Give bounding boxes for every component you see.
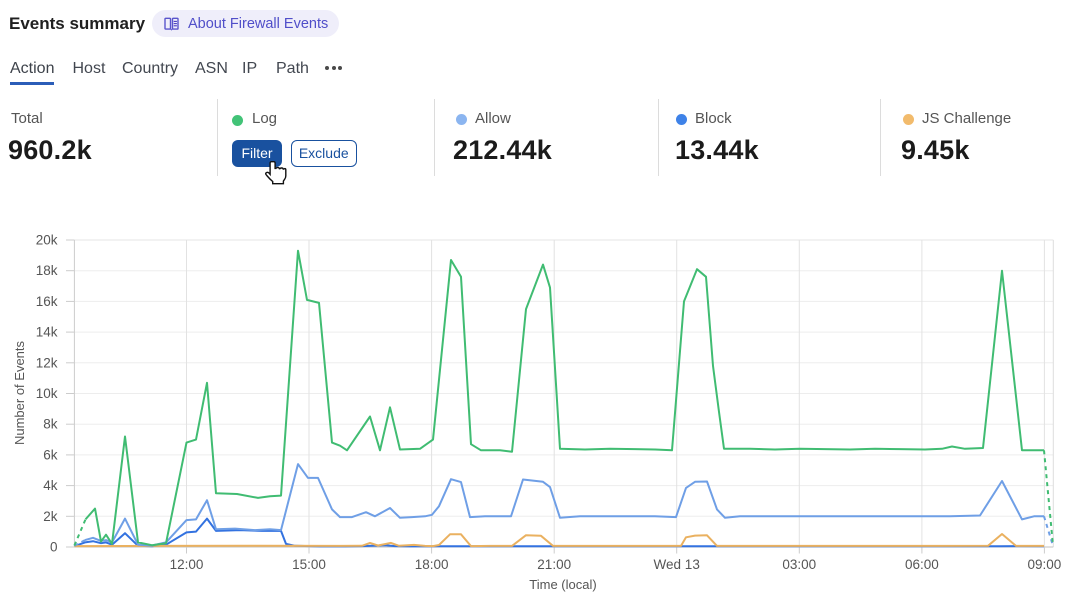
svg-text:18k: 18k — [36, 263, 58, 278]
svg-text:4k: 4k — [43, 478, 58, 493]
svg-text:Wed 13: Wed 13 — [654, 557, 700, 572]
svg-text:21:00: 21:00 — [537, 557, 571, 572]
svg-text:16k: 16k — [36, 294, 58, 309]
svg-text:06:00: 06:00 — [905, 557, 939, 572]
svg-text:03:00: 03:00 — [782, 557, 816, 572]
svg-text:8k: 8k — [43, 417, 58, 432]
svg-text:12k: 12k — [36, 355, 58, 370]
svg-text:10k: 10k — [36, 386, 58, 401]
svg-text:20k: 20k — [36, 233, 58, 248]
svg-text:6k: 6k — [43, 447, 58, 462]
svg-text:0: 0 — [50, 540, 58, 555]
svg-text:12:00: 12:00 — [170, 557, 204, 572]
svg-text:Time (local): Time (local) — [529, 577, 596, 592]
svg-text:2k: 2k — [43, 509, 58, 524]
svg-text:14k: 14k — [36, 325, 58, 340]
svg-text:09:00: 09:00 — [1028, 557, 1062, 572]
svg-text:18:00: 18:00 — [415, 557, 449, 572]
svg-text:15:00: 15:00 — [292, 557, 326, 572]
svg-text:Number of Events: Number of Events — [12, 340, 27, 445]
